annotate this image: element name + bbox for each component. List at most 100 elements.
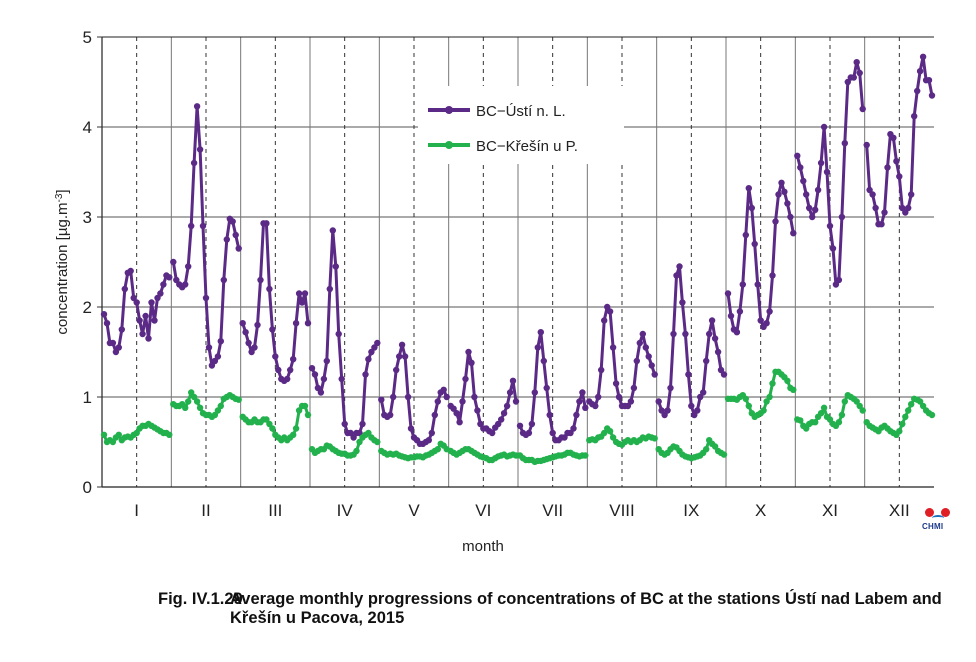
series-0-point-m2-11 [202,294,210,302]
series-0-point-m11-1 [797,164,804,171]
series [100,53,936,465]
series-0-point-m1-11 [133,299,140,306]
series-1-point-m12-22 [928,411,936,419]
series-1-point-m10-20 [784,377,791,384]
xtick-label-III: III [268,501,282,520]
series-1-point-m4-15 [353,447,360,455]
series-1-point-m11-14 [835,419,843,426]
series-0-point-m7-11 [549,429,556,437]
series-0-point-m8-10 [615,393,623,401]
series-0-point-m1-13 [139,330,146,338]
series-0-point-m1-14 [142,312,149,320]
series-0-point-m4-18 [362,371,369,378]
series-0-point-m2-20 [229,218,236,225]
series-0-point-m9-18 [708,317,716,324]
series-0-point-m8-14 [627,398,635,405]
series-0-point-m3-16 [287,366,294,374]
series-0-point-m11-0 [794,152,801,159]
series-0-point-m2-7 [190,159,198,167]
series-0-point-m5-9 [404,393,412,401]
series-1-point-m2-7 [190,393,198,401]
xtick-label-IV: IV [337,501,354,520]
series-0-point-m1-22 [166,274,173,281]
series-0-point-m8-13 [624,402,632,410]
series-0-point-m10-13 [763,320,770,327]
series-0-point-m7-5 [531,389,538,396]
series-0-point-m7-21 [579,389,586,396]
series-0-point-m11-4 [806,204,813,212]
series-0-point-m11-5 [809,213,816,221]
series-0-point-m4-19 [365,356,372,363]
series-0-point-m9-12 [691,411,698,419]
series-1-point-m10-14 [766,393,773,401]
series-1-point-m12-12 [899,420,906,428]
series-1-point-m11-15 [838,411,846,419]
xtick-label-XII: XII [889,501,910,520]
series-0-point-m5-4 [390,393,397,401]
series-0-point-m11-3 [803,191,810,198]
series-0-point-m6-2 [453,410,460,417]
series-0-point-m6-18 [500,410,508,417]
series-0-point-m12-21 [925,77,933,84]
series-1-point-m8-8 [609,434,617,441]
series-1-point-m7-22 [582,452,589,459]
series-0-point-m1-19 [157,290,164,297]
series-0-point-m1-20 [160,281,167,288]
series-1-point-m9-22 [720,451,728,458]
series-0-point-m11-20 [853,59,860,66]
series-0-point-m1-9 [127,267,134,275]
series-0-point-m7-0 [516,422,524,429]
series-0-point-m4-1 [311,371,319,378]
series-0-point-m12-18 [916,68,924,75]
series-0-point-m9-11 [688,402,695,410]
series-0-point-m12-0 [863,141,870,149]
series-0-point-m12-17 [914,87,921,95]
series-1-point-m9-19 [711,443,719,450]
series-0-point-m8-22 [651,371,658,378]
series-0-point-m8-17 [636,339,643,347]
series-0-point-m4-6 [326,285,333,293]
series-1-point-m12-18 [916,398,924,405]
series-0-point-m6-9 [474,407,481,414]
series-1-point-m11-9 [820,404,828,411]
logo-text: CHMI [922,522,944,531]
series-0-point-m9-17 [706,330,713,338]
series-0-point-m3-17 [290,356,297,363]
series-0-point-m12-1 [866,186,873,194]
series-0-point-m9-20 [714,348,722,356]
series-0-point-m8-2 [592,402,599,410]
series-0-point-m1-1 [103,320,111,327]
series-1-point-m2-8 [193,398,201,405]
series-1-point-m12-11 [896,428,903,435]
series-0-point-m10-16 [772,218,779,225]
legend-label-0: BC−Ústí n. L. [476,103,566,120]
series-0-point-m1-5 [115,344,123,351]
series-0-point-m2-1 [173,276,180,284]
series-0-point-m8-21 [648,362,655,369]
series-0-point-m12-12 [899,204,906,212]
series-0-point-m11-12 [829,245,837,252]
series-0-point-m7-4 [528,420,536,428]
series-1-point-m2-22 [235,396,242,403]
series-0-point-m8-8 [609,344,617,351]
series-0-point-m8-4 [598,366,605,374]
series-1-point-m10-7 [745,402,752,410]
series-0-point-m8-19 [642,344,649,351]
legend-marker-0 [445,106,453,114]
ytick-label-0: 0 [83,478,92,497]
series-0-point-m9-16 [703,357,710,365]
series-0-point-m4-22 [374,339,381,347]
series-1-point-m9-16 [703,446,710,453]
series-0-point-m1-7 [121,285,128,293]
series-0-point-m12-5 [878,221,885,228]
series-0-point-m10-18 [778,179,785,186]
series-0-point-m12-19 [919,53,927,60]
series-0-point-m9-10 [685,371,692,378]
series-1-point-m10-6 [742,395,749,402]
series-0-point-m11-7 [814,186,822,194]
series-0-point-m9-13 [694,407,701,414]
series-1-point-m11-8 [817,410,825,417]
series-0-point-m7-20 [576,398,583,405]
series-1-point-m10-13 [763,398,770,405]
logo-dot-left [925,508,934,517]
